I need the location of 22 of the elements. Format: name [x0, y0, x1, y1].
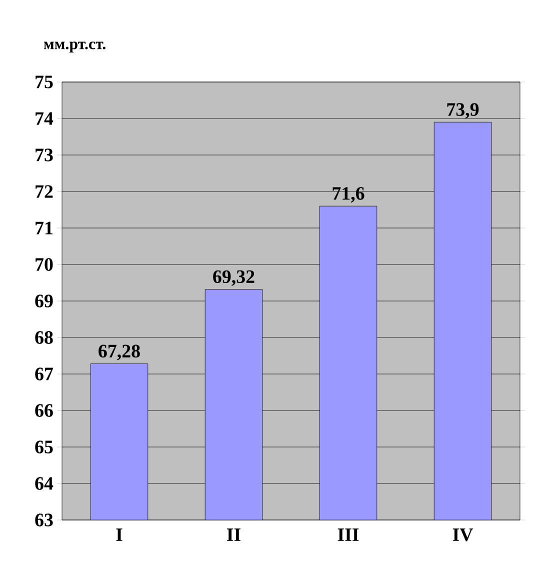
y-tick-label: 67	[35, 368, 54, 380]
y-tick-label: 69	[35, 294, 53, 308]
y-tick-label: 68	[35, 331, 53, 344]
y-tick-label: 73	[36, 148, 53, 162]
y-tick-label: 70	[36, 258, 53, 271]
x-tick-label: II	[227, 528, 240, 541]
data-label: 73,9	[447, 103, 479, 119]
data-label: 69,32	[213, 270, 254, 286]
y-tick-label: 63	[35, 514, 53, 526]
y-tick-label: 75	[36, 76, 53, 88]
y-tick-label: 64	[35, 477, 54, 490]
y-tick-label: 71	[36, 222, 52, 234]
y-tick-label: 66	[35, 404, 53, 417]
data-label: 71,6	[332, 187, 364, 203]
y-axis-title: мм.рт.ст.	[44, 42, 106, 52]
x-tick-label: I	[116, 528, 122, 541]
y-tick-label: 74	[36, 112, 54, 125]
y-tick-label: 72	[36, 185, 53, 198]
data-label: 67,28	[98, 344, 140, 360]
x-tick-label: IV	[452, 528, 474, 542]
y-tick-label: 65	[35, 440, 53, 454]
x-tick-label: III	[338, 528, 359, 541]
